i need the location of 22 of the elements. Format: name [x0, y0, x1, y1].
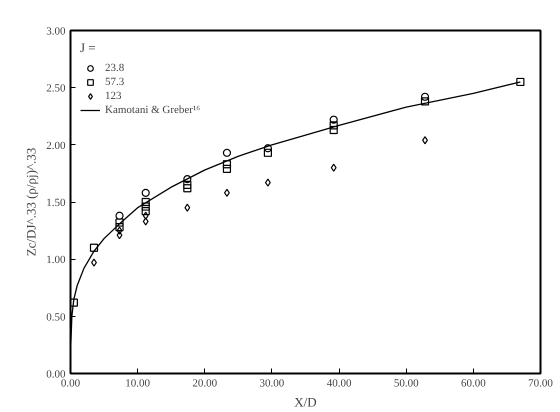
x-tick-label: 30.00 — [260, 378, 285, 390]
legend-title: J = — [80, 40, 97, 56]
y-tick-label: 0.50 — [46, 311, 66, 324]
x-tick-label: 70.00 — [528, 378, 554, 390]
x-tick-label: 40.00 — [326, 378, 352, 390]
x-tick-label: 20.00 — [192, 378, 218, 390]
x-tick-label: 10.00 — [125, 378, 151, 390]
x-tick-label: 0.00 — [60, 378, 81, 390]
y-tick-label: 0.00 — [46, 368, 66, 380]
x-tick-label: 50.00 — [394, 378, 420, 390]
y-tick-label: 3.00 — [46, 26, 66, 38]
y-tick-label: 1.00 — [46, 254, 66, 266]
y-tick-label: 2.00 — [46, 140, 66, 152]
y-tick-label: 2.50 — [46, 82, 66, 95]
legend-label: 123 — [105, 89, 122, 103]
y-axis-title: Zc/DJ^.33 (ρ/ρj)^.33 — [23, 148, 38, 256]
legend-label: 57.3 — [105, 75, 125, 89]
legend-label: Kamotani & Greber¹⁶ — [105, 103, 200, 117]
y-tick-label: 1.50 — [46, 197, 66, 209]
x-tick-label: 60.00 — [460, 378, 486, 390]
x-axis-title: X/D — [294, 394, 317, 410]
legend-label: 23.8 — [105, 61, 125, 75]
